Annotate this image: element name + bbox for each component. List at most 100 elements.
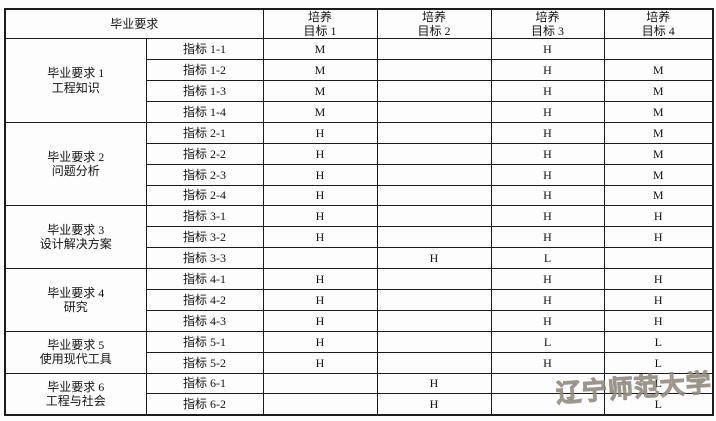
requirement-no: 毕业要求 1 [47, 66, 105, 81]
value-cell: H [603, 226, 714, 249]
value-cell [262, 393, 378, 416]
table-row: 毕业要求 3 设计解决方案 指标 3-1 H H H [4, 205, 714, 270]
header-objective-2: 培养 目标 2 [376, 8, 492, 40]
table-row: 指标 3-2 H H H [5, 226, 714, 249]
value-cell: M [603, 184, 714, 207]
table-row: 指标 6-2 H L [5, 393, 714, 416]
requirement-no: 毕业要求 5 [47, 338, 105, 353]
header-row: 毕业要求 培养 目标 1 培养 目标 2 培养 目标 3 培养 目标 4 [4, 8, 714, 40]
value-cell: H [490, 289, 605, 311]
indicator-cell: 指标 1-3 [145, 80, 264, 102]
value-cell: M [603, 59, 714, 82]
value-cell: L [603, 372, 714, 395]
value-cell [376, 184, 492, 207]
value-cell: H [262, 121, 378, 144]
table-row: 指标 2-3 H H M [5, 163, 714, 186]
table-row: 指标 3-3 H L [5, 247, 714, 270]
table-row: 毕业要求 6 工程与社会 指标 6-1 H L [4, 372, 714, 416]
header-objective-line2: 目标 3 [531, 24, 565, 39]
value-cell: H [603, 268, 714, 290]
value-cell: H [603, 309, 714, 332]
value-cell: H [262, 289, 378, 311]
header-objective-line2: 目标 2 [417, 24, 451, 39]
value-cell: H [490, 226, 605, 249]
value-cell: H [490, 142, 605, 165]
value-cell [376, 309, 492, 332]
value-cell: M [262, 80, 378, 102]
value-cell [376, 80, 492, 102]
table-row: 毕业要求 2 问题分析 指标 2-1 H H M [4, 121, 714, 207]
value-cell [376, 330, 492, 353]
value-cell: H [490, 268, 605, 290]
value-cell: H [490, 184, 605, 207]
value-cell: H [376, 247, 492, 270]
requirement-group-cell: 毕业要求 1 工程知识 [4, 38, 147, 123]
table-row: 指标 2-4 H H M [5, 184, 714, 207]
value-cell: H [603, 289, 714, 311]
indicator-cell: 指标 3-3 [145, 247, 264, 270]
value-cell: H [490, 351, 605, 374]
requirement-objective-matrix: 毕业要求 培养 目标 1 培养 目标 2 培养 目标 3 培养 目标 4 [4, 8, 715, 416]
requirement-name: 研究 [63, 299, 88, 314]
indicator-cell: 指标 3-2 [145, 226, 264, 249]
value-cell: H [262, 142, 378, 165]
value-cell: H [262, 309, 378, 332]
indicator-cell: 指标 6-1 [145, 372, 264, 395]
value-cell: M [262, 59, 378, 82]
value-cell [490, 393, 605, 416]
value-cell: M [603, 142, 714, 165]
requirement-group-cell: 毕业要求 4 研究 [4, 268, 147, 332]
value-cell: H [490, 100, 605, 123]
value-cell: M [262, 100, 378, 123]
value-cell [376, 100, 492, 123]
requirement-name: 工程知识 [51, 80, 100, 95]
indicator-cell: 指标 4-2 [145, 289, 264, 311]
value-cell [376, 121, 492, 144]
table-row: 指标 5-2 H H L [5, 351, 714, 374]
value-cell: H [376, 393, 492, 416]
value-cell: M [603, 80, 714, 102]
indicator-cell: 指标 1-4 [145, 100, 264, 123]
requirement-name: 工程与社会 [45, 393, 106, 408]
requirement-group-cell: 毕业要求 3 设计解决方案 [4, 205, 147, 270]
header-objective-line1: 培养 [308, 10, 333, 24]
indicator-cell: 指标 3-1 [145, 205, 264, 228]
value-cell: H [490, 309, 605, 332]
table-row: 指标 1-2 M H M [5, 59, 714, 82]
value-cell: H [490, 38, 605, 61]
table-row: 指标 1-4 M H M [5, 100, 714, 123]
indicator-cell: 指标 4-3 [145, 309, 264, 332]
value-cell: H [262, 205, 378, 228]
value-cell [262, 372, 378, 395]
value-cell [376, 205, 492, 228]
value-cell: H [490, 121, 605, 144]
value-cell: H [262, 163, 378, 186]
value-cell [376, 163, 492, 186]
value-cell [603, 247, 714, 270]
header-objective-line1: 培养 [646, 10, 671, 24]
value-cell: H [490, 80, 605, 102]
value-cell: L [603, 393, 714, 416]
value-cell: H [490, 163, 605, 186]
value-cell: H [262, 330, 378, 353]
header-requirement: 毕业要求 [4, 8, 264, 40]
value-cell: L [603, 330, 714, 353]
value-cell: H [490, 59, 605, 82]
header-objective-line1: 培养 [535, 10, 560, 24]
indicator-cell: 指标 2-3 [145, 163, 264, 186]
table-row: 指标 4-2 H H H [5, 289, 714, 311]
header-objective-3: 培养 目标 3 [490, 8, 605, 40]
value-cell: H [262, 226, 378, 249]
value-cell [603, 38, 714, 61]
value-cell [262, 247, 378, 270]
value-cell: H [490, 205, 605, 228]
table-row: 指标 4-3 H H H [5, 309, 714, 332]
value-cell: H [262, 268, 378, 290]
value-cell [376, 38, 492, 61]
requirement-group-cell: 毕业要求 5 使用现代工具 [4, 330, 147, 374]
value-cell: H [376, 372, 492, 395]
matrix-body: 毕业要求 1 工程知识 指标 1-1 M H 指标 1-2 M H M 指标 1-3 M H M 指标 1… [4, 38, 714, 416]
value-cell: M [262, 38, 378, 61]
indicator-cell: 指标 1-1 [145, 38, 264, 61]
